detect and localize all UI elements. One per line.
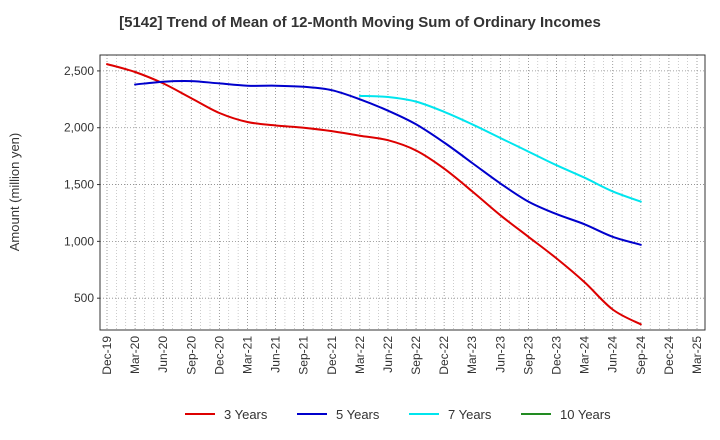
- x-tick-label: Jun-21: [269, 336, 283, 373]
- x-tick-label: Mar-21: [240, 336, 254, 374]
- legend-label-3-years: 3 Years: [224, 407, 268, 422]
- gridlines: [100, 55, 705, 330]
- legend: 3 Years 5 Years 7 Years 10 Years: [185, 407, 611, 422]
- legend-label-5-years: 5 Years: [336, 407, 380, 422]
- x-tick-label: Jun-23: [493, 336, 507, 373]
- x-tick-label: Mar-25: [690, 336, 704, 374]
- y-tick-label: 1,500: [64, 178, 94, 192]
- x-tick-label: Dec-22: [437, 336, 451, 375]
- plot-frame: [99, 54, 706, 331]
- y-tick-label: 1,000: [64, 234, 94, 248]
- x-tick-label: Mar-20: [128, 336, 142, 374]
- y-axis-ticks: 500 1,000 1,500 2,000 2,500: [64, 64, 100, 305]
- y-axis-title: Amount (million yen): [7, 133, 22, 252]
- x-tick-label: Dec-24: [662, 336, 676, 375]
- y-tick-label: 2,000: [64, 121, 94, 135]
- x-tick-label: Jun-22: [381, 336, 395, 373]
- x-tick-label: Sep-21: [297, 336, 311, 375]
- legend-label-10-years: 10 Years: [560, 407, 611, 422]
- x-tick-label: Sep-22: [409, 336, 423, 375]
- x-tick-label: Dec-21: [325, 336, 339, 375]
- x-tick-label: Dec-23: [550, 336, 564, 375]
- chart-title: [5142] Trend of Mean of 12-Month Moving …: [119, 14, 601, 31]
- legend-label-7-years: 7 Years: [448, 407, 492, 422]
- x-tick-label: Mar-22: [353, 336, 367, 374]
- series-line-7-years: [358, 94, 642, 203]
- x-tick-label: Sep-20: [184, 336, 198, 375]
- x-tick-label: Jun-20: [156, 336, 170, 373]
- series-line-5-years: [134, 80, 642, 246]
- x-tick-label: Sep-23: [521, 336, 535, 375]
- x-tick-label: Dec-19: [100, 336, 114, 375]
- x-tick-label: Jun-24: [606, 336, 620, 373]
- x-tick-label: Sep-24: [634, 336, 648, 375]
- series-lines: [106, 63, 642, 326]
- x-tick-label: Mar-24: [578, 336, 592, 374]
- x-tick-label: Mar-23: [465, 336, 479, 374]
- x-axis-ticks: Dec-19 Mar-20 Jun-20 Sep-20 Dec-20 Mar-21 Jun-…: [100, 336, 704, 375]
- y-tick-label: 2,500: [64, 64, 94, 78]
- series-line-3-years: [106, 63, 642, 326]
- x-tick-label: Dec-20: [212, 336, 226, 375]
- y-tick-label: 500: [74, 291, 94, 305]
